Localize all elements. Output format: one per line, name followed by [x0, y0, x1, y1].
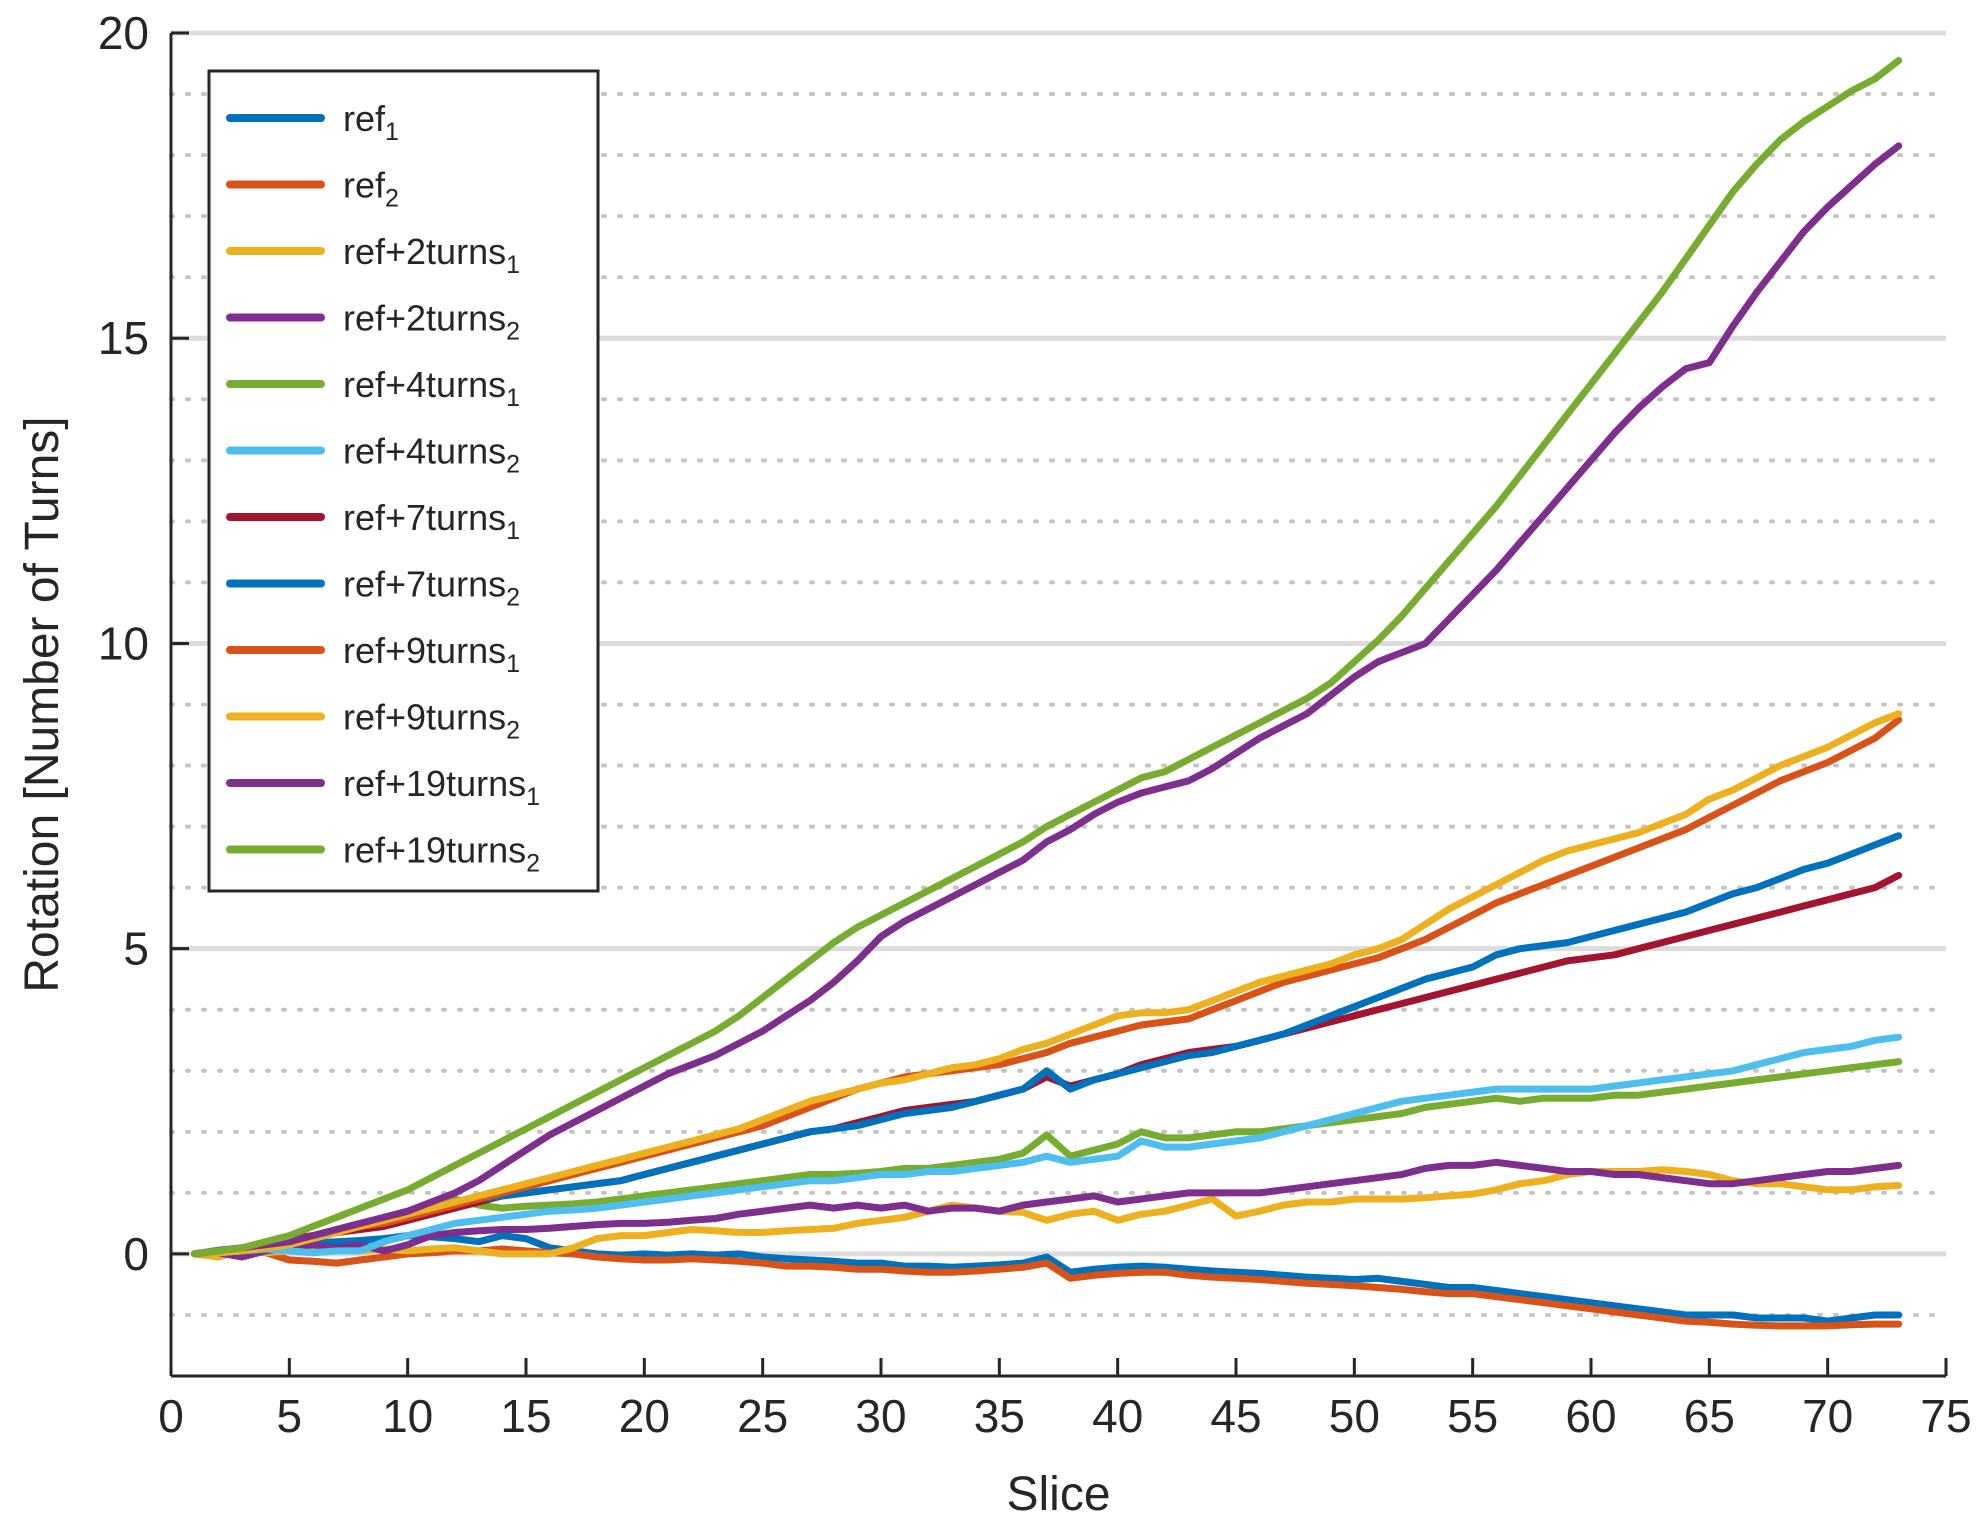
- x-tick-label: 5: [277, 1390, 303, 1442]
- y-tick-label: 5: [123, 923, 149, 975]
- legend-entry-subscript: 1: [506, 517, 520, 545]
- legend-entry-label: ref1: [343, 98, 399, 146]
- x-tick-label: 60: [1565, 1390, 1616, 1442]
- legend-entry-label: ref+7turns2: [343, 564, 520, 612]
- legend-entry-label: ref2: [343, 165, 399, 213]
- legend-entry-name: ref: [343, 98, 386, 139]
- legend-entry-name: ref+2turns: [343, 298, 506, 339]
- legend-entry-name: ref+19turns: [343, 763, 526, 804]
- legend-entry-name: ref+19turns: [343, 830, 526, 871]
- legend-entry-subscript: 2: [506, 451, 520, 479]
- legend-entry-subscript: 1: [506, 650, 520, 678]
- legend-entry-name: ref+7turns: [343, 564, 506, 605]
- legend-entry-subscript: 2: [526, 850, 540, 878]
- x-tick-label: 0: [158, 1390, 184, 1442]
- y-axis-label: Rotation [Number of Turns]: [16, 416, 69, 992]
- legend-entry-subscript: 2: [506, 318, 520, 346]
- legend-entry-label: ref+2turns2: [343, 298, 520, 346]
- x-tick-label: 50: [1329, 1390, 1380, 1442]
- legend-entry-label: ref+4turns1: [343, 364, 520, 412]
- legend-box: [207, 69, 600, 893]
- series-line-11: [191, 142, 1903, 1258]
- x-tick-label: 10: [382, 1390, 433, 1442]
- x-tick-label: 35: [974, 1390, 1025, 1442]
- legend-entry-subscript: 2: [506, 584, 520, 612]
- x-tick-label: 65: [1684, 1390, 1735, 1442]
- series-line-10: [191, 710, 1903, 1258]
- series-line-4: [191, 1158, 1903, 1261]
- legend-entry-name: ref+7turns: [343, 497, 506, 538]
- x-tick-label: 40: [1092, 1390, 1143, 1442]
- legend-entry-subscript: 1: [506, 251, 520, 279]
- legend-entry-label: ref+2turns1: [343, 231, 520, 279]
- legend-entry-subscript: 1: [385, 118, 399, 146]
- y-tick-label: 0: [123, 1228, 149, 1280]
- series-line-1: [191, 1232, 1903, 1325]
- legend-entry-label: ref+7turns1: [343, 497, 520, 545]
- x-tick-label: 20: [619, 1390, 670, 1442]
- y-tick-label: 20: [98, 7, 149, 59]
- series-lines: [191, 57, 1903, 1330]
- legend-entry-label: ref+9turns2: [343, 697, 520, 745]
- x-tick-label: 30: [855, 1390, 906, 1442]
- x-tick-label: 55: [1447, 1390, 1498, 1442]
- legend-entry-label: ref+9turns1: [343, 630, 520, 678]
- x-tick-label: 15: [500, 1390, 551, 1442]
- legend-entry-name: ref+9turns: [343, 697, 506, 738]
- y-tick-label: 15: [98, 312, 149, 364]
- legend-entry-label: ref+4turns2: [343, 431, 520, 479]
- legend-entry-name: ref+2turns: [343, 231, 506, 272]
- legend-entry-subscript: 2: [385, 185, 399, 213]
- y-tick-label: 10: [98, 617, 149, 669]
- legend: ref1ref2ref+2turns1ref+2turns2ref+4turns…: [207, 69, 600, 893]
- tick-labels: 0 5 10 15 20 25 30 35 40 45 50 55 60 65 70 75 0 5 10 15 20: [98, 7, 1972, 1442]
- legend-entry-label: ref+19turns1: [343, 763, 540, 811]
- x-tick-label: 70: [1802, 1390, 1853, 1442]
- legend-entry-name: ref+4turns: [343, 431, 506, 472]
- series-line-12: [191, 57, 1903, 1258]
- x-tick-label: 75: [1920, 1390, 1971, 1442]
- legend-entry-label: ref+19turns2: [343, 830, 540, 878]
- legend-entry-name: ref: [343, 165, 386, 206]
- legend-entry-name: ref+9turns: [343, 630, 506, 671]
- x-axis-label: Slice: [1006, 1468, 1110, 1521]
- x-tick-label: 45: [1210, 1390, 1261, 1442]
- legend-entry-name: ref+4turns: [343, 364, 506, 405]
- axes: [169, 31, 1948, 1378]
- legend-entry-subscript: 1: [506, 384, 520, 412]
- x-tick-label: 25: [737, 1390, 788, 1442]
- legend-entry-subscript: 2: [506, 717, 520, 745]
- series-line-6: [191, 1033, 1903, 1258]
- legend-entry-subscript: 1: [526, 783, 540, 811]
